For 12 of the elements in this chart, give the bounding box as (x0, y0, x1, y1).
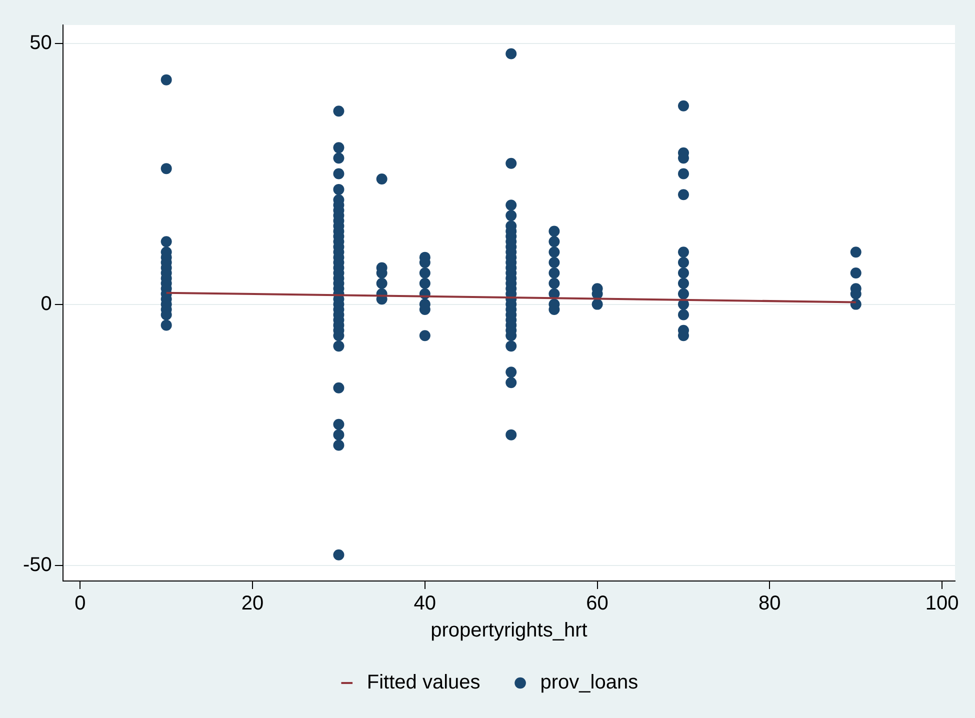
x-tick-label: 20 (241, 592, 264, 615)
x-tick-label: 100 (925, 592, 959, 615)
y-tick-label: 50 (30, 32, 52, 54)
x-tick-label: 80 (758, 592, 781, 615)
x-tick-label: 40 (414, 592, 436, 615)
y-tick-label: 0 (40, 292, 52, 315)
x-tick-label: 0 (74, 592, 86, 615)
x-axis-title: propertyrights_hrt (430, 620, 588, 642)
legend-label: Fitted values (366, 672, 480, 694)
y-tick-label: -50 (23, 554, 52, 576)
x-tick-label: 60 (586, 592, 608, 615)
legend-label: prov_loans (540, 672, 638, 694)
